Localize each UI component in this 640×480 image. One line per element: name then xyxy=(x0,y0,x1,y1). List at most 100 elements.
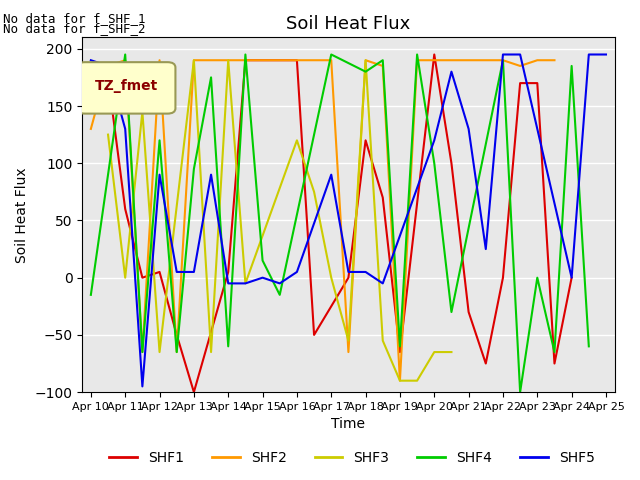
SHF3 xyxy=(328,275,335,280)
SHF2 xyxy=(276,57,284,63)
SHF1 xyxy=(104,74,112,80)
SHF1 xyxy=(516,80,524,86)
SHF3 xyxy=(310,189,318,195)
SHF1 xyxy=(225,269,232,275)
SHF4 xyxy=(87,292,95,298)
SHF4 xyxy=(413,52,421,58)
SHF2 xyxy=(225,57,232,63)
SHF4 xyxy=(276,292,284,298)
SHF1 xyxy=(190,389,198,395)
SHF1 xyxy=(431,52,438,58)
SHF1 xyxy=(447,160,455,166)
SHF2 xyxy=(173,349,180,355)
SHF1 xyxy=(173,332,180,338)
SHF5 xyxy=(482,246,490,252)
SHF5 xyxy=(122,126,129,132)
SHF4 xyxy=(241,52,249,58)
SHF1 xyxy=(310,332,318,338)
SHF2 xyxy=(156,57,163,63)
SHF3 xyxy=(225,57,232,63)
Title: Soil Heat Flux: Soil Heat Flux xyxy=(286,15,410,33)
FancyBboxPatch shape xyxy=(77,62,175,114)
Text: TZ_fmet: TZ_fmet xyxy=(95,79,158,93)
SHF1 xyxy=(241,57,249,63)
SHF2 xyxy=(499,57,507,63)
SHF5 xyxy=(362,269,369,275)
SHF4 xyxy=(156,137,163,143)
SHF5 xyxy=(379,280,387,286)
SHF3 xyxy=(104,132,112,137)
SHF2 xyxy=(379,63,387,69)
SHF2 xyxy=(362,57,369,63)
SHF3 xyxy=(241,280,249,286)
SHF5 xyxy=(568,275,575,280)
SHF2 xyxy=(122,57,129,63)
SHF5 xyxy=(293,269,301,275)
SHF2 xyxy=(259,57,266,63)
SHF3 xyxy=(207,349,215,355)
SHF4 xyxy=(568,63,575,69)
SHF1 xyxy=(344,275,352,280)
SHF2 xyxy=(138,349,146,355)
SHF2 xyxy=(550,57,558,63)
SHF4 xyxy=(207,74,215,80)
SHF4 xyxy=(190,166,198,172)
Line: SHF3: SHF3 xyxy=(108,60,451,381)
SHF4 xyxy=(516,389,524,395)
SHF4 xyxy=(122,52,129,58)
SHF5 xyxy=(585,52,593,58)
SHF5 xyxy=(431,137,438,143)
SHF5 xyxy=(190,269,198,275)
SHF3 xyxy=(122,275,129,280)
SHF3 xyxy=(344,338,352,344)
SHF1 xyxy=(379,195,387,201)
Text: No data for f_SHF_2: No data for f_SHF_2 xyxy=(3,22,146,35)
SHF4 xyxy=(534,275,541,280)
SHF4 xyxy=(362,69,369,74)
SHF1 xyxy=(396,349,404,355)
SHF1 xyxy=(362,137,369,143)
SHF2 xyxy=(516,63,524,69)
SHF5 xyxy=(259,275,266,280)
SHF4 xyxy=(447,309,455,315)
SHF5 xyxy=(344,269,352,275)
SHF2 xyxy=(104,63,112,69)
Line: SHF4: SHF4 xyxy=(91,55,589,392)
SHF4 xyxy=(173,349,180,355)
SHF1 xyxy=(534,80,541,86)
SHF2 xyxy=(241,57,249,63)
SHF1 xyxy=(465,309,472,315)
SHF4 xyxy=(328,52,335,58)
SHF1 xyxy=(482,360,490,366)
Text: No data for f_SHF_1: No data for f_SHF_1 xyxy=(3,12,146,25)
SHF5 xyxy=(516,52,524,58)
SHF3 xyxy=(293,137,301,143)
SHF5 xyxy=(276,280,284,286)
SHF3 xyxy=(431,349,438,355)
SHF3 xyxy=(138,109,146,115)
SHF1 xyxy=(156,269,163,275)
SHF1 xyxy=(138,275,146,280)
SHF5 xyxy=(87,57,95,63)
SHF3 xyxy=(190,57,198,63)
Y-axis label: Soil Heat Flux: Soil Heat Flux xyxy=(15,167,29,263)
SHF5 xyxy=(447,69,455,74)
SHF5 xyxy=(138,384,146,389)
SHF4 xyxy=(585,344,593,349)
Legend: SHF1, SHF2, SHF3, SHF4, SHF5: SHF1, SHF2, SHF3, SHF4, SHF5 xyxy=(104,445,600,471)
SHF1 xyxy=(550,360,558,366)
SHF2 xyxy=(344,349,352,355)
SHF1 xyxy=(568,275,575,280)
SHF4 xyxy=(225,344,232,349)
SHF2 xyxy=(87,126,95,132)
SHF2 xyxy=(190,57,198,63)
SHF5 xyxy=(225,280,232,286)
SHF2 xyxy=(396,378,404,384)
SHF1 xyxy=(499,275,507,280)
SHF5 xyxy=(602,52,610,58)
SHF4 xyxy=(138,349,146,355)
SHF4 xyxy=(379,57,387,63)
SHF2 xyxy=(534,57,541,63)
SHF3 xyxy=(396,378,404,384)
SHF5 xyxy=(104,63,112,69)
